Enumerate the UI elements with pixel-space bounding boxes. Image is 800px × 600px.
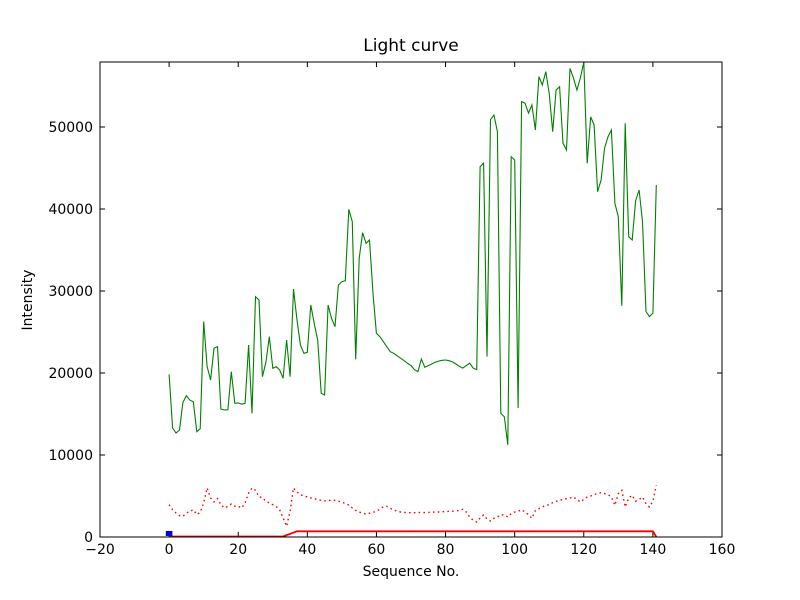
y-tick-label: 40000 (48, 202, 93, 218)
threshold-step-line (169, 530, 658, 537)
background-curve-dotted (168, 485, 657, 529)
x-axis-label: Sequence No. (362, 564, 460, 580)
y-tick-label: 0 (84, 530, 93, 546)
x-tick-label: 60 (368, 542, 386, 558)
x-tick-label: 140 (640, 542, 667, 558)
light-curve-main (168, 62, 657, 445)
plot-border (99, 61, 723, 538)
x-tick-label: 40 (298, 542, 316, 558)
x-tick-label: −20 (85, 542, 115, 558)
y-tick-label: 10000 (48, 448, 93, 464)
x-tick-label: 0 (165, 542, 174, 558)
y-tick-label: 50000 (48, 120, 93, 136)
y-tick-label: 20000 (48, 366, 93, 382)
x-tick-label: 100 (501, 542, 528, 558)
x-tick-label: 120 (570, 542, 597, 558)
y-axis-label: Intensity (20, 269, 36, 331)
chart-title: Light curve (363, 36, 459, 56)
x-tick-label: 80 (437, 542, 455, 558)
x-tick-label: 20 (229, 542, 247, 558)
start-marker (165, 530, 173, 536)
y-tick-label: 30000 (48, 284, 93, 300)
x-tick-label: 160 (709, 542, 736, 558)
